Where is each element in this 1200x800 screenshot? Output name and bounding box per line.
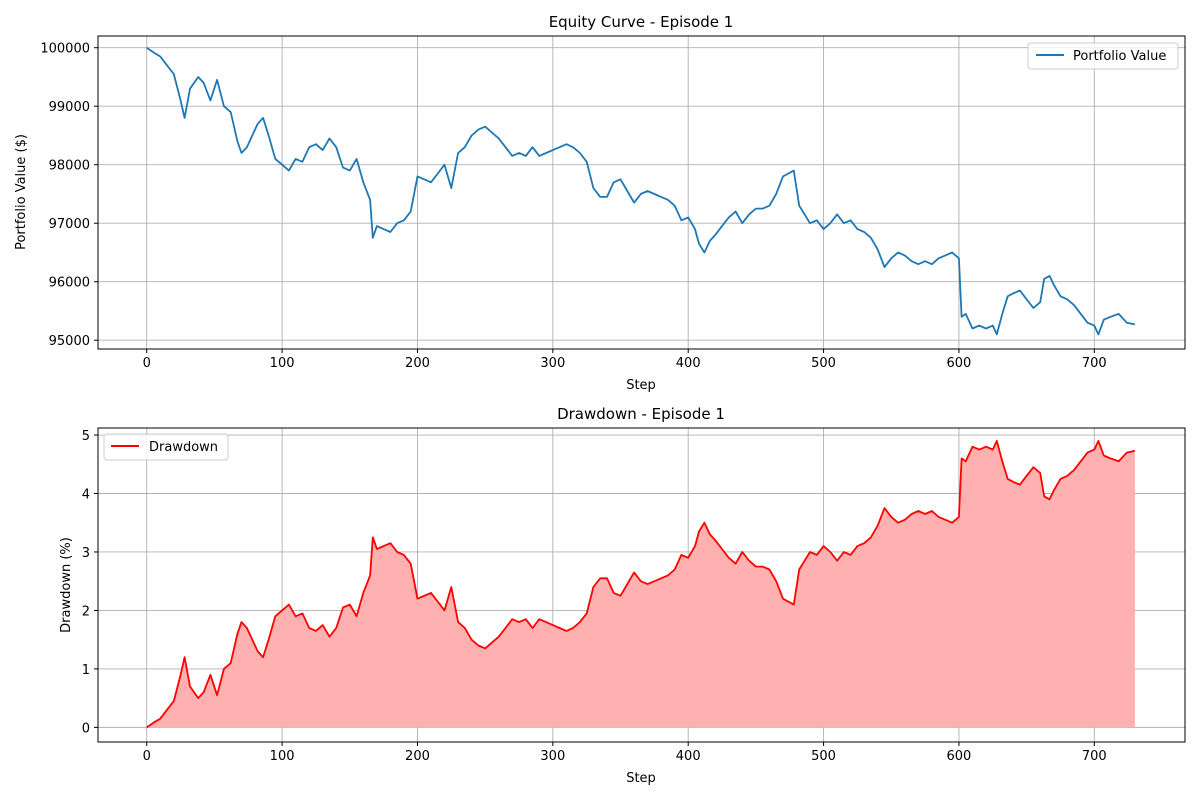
- drawdown-x-ticks: 0 100 200 300 400 500 600 700: [143, 742, 1107, 764]
- drawdown-x-tick-label: 400: [676, 749, 701, 764]
- drawdown-x-tick-label: 500: [811, 749, 836, 764]
- equity-y-tick-label: 100000: [40, 42, 90, 57]
- drawdown-legend-box: [103, 433, 229, 461]
- drawdown-x-tick-label: 600: [947, 749, 972, 764]
- drawdown-area-fill: [146, 440, 1135, 728]
- drawdown-y-ticks: 0 1 2 3 4 5: [82, 429, 98, 736]
- drawdown-area: [146, 440, 1135, 728]
- equity-x-tick-label: 500: [811, 356, 836, 371]
- equity-grid: [98, 36, 1185, 349]
- drawdown-y-tick-label: 0: [82, 721, 90, 736]
- drawdown-chart: Drawdown - Episode 1 0 100 200 300 400 500 600…: [59, 405, 1186, 786]
- equity-y-ticks: 95000 96000 97000 98000 99000 100000: [40, 42, 98, 349]
- drawdown-y-axis-label: Drawdown (%): [59, 537, 74, 633]
- drawdown-series: [146, 439, 1136, 729]
- drawdown-y-tick-label: 2: [82, 604, 90, 619]
- drawdown-x-tick-label: 700: [1082, 749, 1107, 764]
- equity-chart-title: Equity Curve - Episode 1: [549, 13, 734, 31]
- drawdown-x-tick-label: 200: [405, 749, 430, 764]
- equity-y-tick-label: 97000: [49, 217, 90, 232]
- drawdown-y-tick-label: 1: [82, 663, 90, 678]
- equity-y-tick-label: 98000: [49, 159, 90, 174]
- equity-series-line: [146, 46, 1136, 336]
- equity-x-tick-label: 600: [947, 356, 972, 371]
- equity-chart: Equity Curve - Episode 1 0 100 200 300 400 50…: [14, 13, 1186, 393]
- equity-x-axis-label: Step: [626, 378, 656, 393]
- drawdown-legend-label: Drawdown: [149, 440, 218, 455]
- drawdown-x-axis-label: Step: [626, 771, 656, 786]
- equity-legend-box: [1027, 42, 1179, 70]
- equity-x-ticks: 0 100 200 300 400 500 600 700: [143, 349, 1107, 371]
- drawdown-chart-title: Drawdown - Episode 1: [557, 405, 725, 423]
- equity-plot-frame: [97, 35, 1186, 350]
- equity-x-tick-label: 700: [1082, 356, 1107, 371]
- equity-x-tick-label: 200: [405, 356, 430, 371]
- equity-y-tick-label: 96000: [49, 276, 90, 291]
- drawdown-x-tick-label: 100: [270, 749, 295, 764]
- equity-y-tick-label: 99000: [49, 100, 90, 115]
- drawdown-y-tick-label: 3: [82, 546, 90, 561]
- drawdown-y-tick-label: 4: [82, 487, 90, 502]
- drawdown-series-line: [146, 439, 1136, 729]
- equity-series: [146, 46, 1136, 336]
- drawdown-plot-frame: [97, 427, 1186, 743]
- equity-x-tick-label: 400: [676, 356, 701, 371]
- drawdown-x-tick-label: 0: [143, 749, 151, 764]
- drawdown-legend: Drawdown: [103, 433, 229, 461]
- equity-y-axis-label: Portfolio Value ($): [14, 134, 29, 250]
- equity-y-tick-label: 95000: [49, 334, 90, 349]
- equity-x-tick-label: 300: [540, 356, 565, 371]
- equity-legend-label: Portfolio Value: [1073, 49, 1166, 64]
- equity-x-tick-label: 100: [270, 356, 295, 371]
- equity-x-tick-label: 0: [143, 356, 151, 371]
- drawdown-y-tick-label: 5: [82, 429, 90, 444]
- equity-legend: Portfolio Value: [1027, 42, 1179, 70]
- drawdown-x-tick-label: 300: [540, 749, 565, 764]
